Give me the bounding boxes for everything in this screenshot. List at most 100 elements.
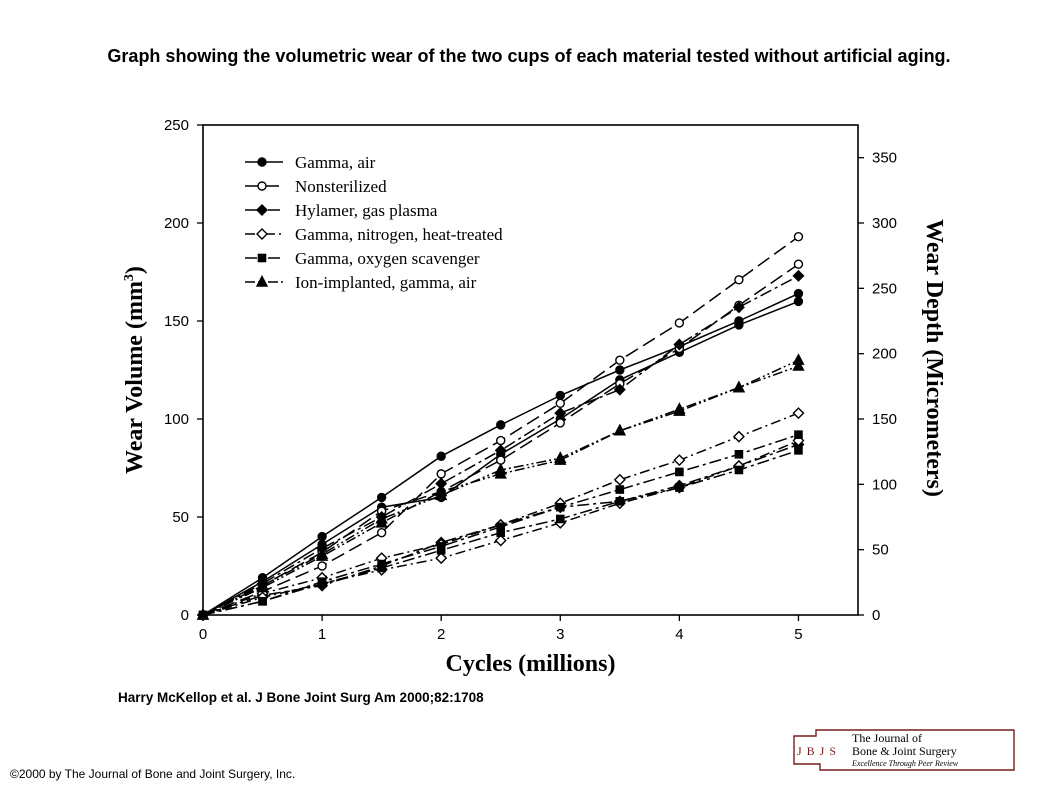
series-6-line-2 — [202, 365, 799, 616]
data-point — [732, 301, 745, 314]
data-point — [494, 534, 507, 547]
data-point — [675, 467, 684, 477]
legend: Gamma, air Nonsterilized Hylamer, gas plas… — [245, 153, 503, 292]
data-point — [377, 563, 386, 573]
legend-label: Ion-implanted, gamma, air — [295, 273, 477, 292]
data-point — [555, 502, 565, 512]
data-point — [317, 561, 327, 571]
data-point — [793, 288, 804, 299]
series-6 — [196, 353, 805, 620]
legend-marker — [256, 228, 268, 240]
legend-label: Gamma, air — [295, 153, 376, 172]
data-point — [793, 259, 804, 269]
jbjs-logo[interactable]: J B J S The Journal of Bone & Joint Surg… — [790, 727, 1018, 773]
data-point — [436, 546, 446, 555]
legend-marker — [257, 181, 267, 191]
data-point — [555, 418, 565, 428]
logo-frame — [793, 729, 1015, 771]
legend-marker — [257, 253, 267, 263]
data-point — [675, 483, 684, 492]
x-tick-label: 3 — [556, 626, 564, 643]
y2-tick-label: 50 — [872, 542, 889, 559]
y2-tick-label: 150 — [872, 411, 897, 428]
y-tick-label: 200 — [164, 215, 189, 232]
series-layer — [196, 232, 805, 621]
data-point — [496, 435, 506, 446]
data-point — [196, 607, 210, 620]
axes: 0 1 2 3 4 50501001502002500501001502002503003… — [164, 117, 897, 643]
plot-border — [202, 124, 859, 616]
data-point — [673, 454, 686, 467]
data-point — [554, 453, 567, 465]
data-point — [436, 469, 446, 479]
data-point — [258, 596, 267, 606]
x-tick-label: 5 — [794, 626, 802, 643]
x-axis-label: Cycles (millions) — [446, 651, 616, 677]
data-point — [435, 484, 448, 497]
y2-tick-label: 0 — [872, 607, 880, 624]
legend-marker — [256, 204, 268, 216]
data-point — [317, 531, 327, 542]
data-point — [376, 492, 387, 503]
data-point — [376, 527, 387, 538]
series-5 — [198, 430, 803, 620]
data-point — [615, 355, 625, 365]
data-point — [613, 473, 626, 486]
copyright: ©2000 by The Journal of Bone and Joint S… — [10, 767, 296, 781]
data-point — [435, 552, 448, 565]
wear-chart: 0 1 2 3 4 50501001502002500501001502002503003… — [122, 117, 943, 677]
data-point — [615, 497, 625, 506]
legend-label: Gamma, oxygen scavenger — [295, 249, 480, 268]
data-point — [615, 485, 625, 494]
y2-tick-label: 250 — [872, 280, 897, 297]
data-point — [317, 579, 327, 588]
data-point — [436, 451, 446, 461]
x-tick-label: 1 — [318, 626, 326, 643]
data-point — [734, 449, 744, 459]
x-tick-label: 4 — [675, 626, 683, 643]
y-axis-label: Wear Volume (mm3) — [122, 266, 148, 474]
data-point — [674, 318, 685, 328]
y2-axis-label: Wear Depth (Micrometers) — [921, 219, 943, 497]
data-point — [315, 549, 329, 561]
data-point — [555, 398, 565, 409]
legend-label: Hylamer, gas plasma — [295, 201, 438, 220]
data-point — [732, 430, 745, 443]
data-point — [256, 580, 269, 593]
citation: Harry McKellop et al. J Bone Joint Surg … — [118, 690, 484, 705]
data-point — [794, 446, 803, 455]
legend-marker — [257, 157, 267, 167]
data-point — [793, 232, 804, 242]
data-point — [792, 407, 805, 420]
y2-tick-label: 300 — [872, 215, 897, 232]
data-point — [494, 444, 507, 457]
y-tick-label: 0 — [181, 607, 189, 624]
x-tick-label: 0 — [199, 626, 207, 643]
data-point — [673, 404, 686, 416]
plot-frame — [202, 124, 859, 616]
y2-tick-label: 200 — [872, 346, 897, 363]
x-tick-label: 2 — [437, 626, 445, 643]
data-point — [555, 514, 565, 524]
data-point — [734, 320, 744, 330]
series-3 — [197, 269, 805, 621]
data-point — [792, 269, 805, 282]
data-point — [375, 515, 388, 528]
data-point — [615, 365, 625, 375]
data-point — [613, 383, 626, 396]
y2-tick-label: 100 — [872, 476, 897, 493]
logo-tagline: Excellence Through Peer Review — [851, 759, 959, 768]
slide-title: Graph showing the volumetric wear of the… — [107, 46, 951, 66]
series-6-line-1 — [202, 359, 799, 616]
series-4-line-1 — [202, 412, 799, 616]
data-point — [734, 465, 744, 475]
data-point — [734, 275, 744, 285]
data-point — [794, 430, 803, 439]
data-point — [555, 390, 565, 401]
data-point — [496, 420, 506, 430]
data-point — [673, 338, 686, 351]
y-tick-label: 100 — [164, 411, 189, 428]
logo-line1: The Journal of — [852, 731, 922, 745]
data-point — [496, 528, 506, 537]
data-point — [793, 296, 804, 307]
